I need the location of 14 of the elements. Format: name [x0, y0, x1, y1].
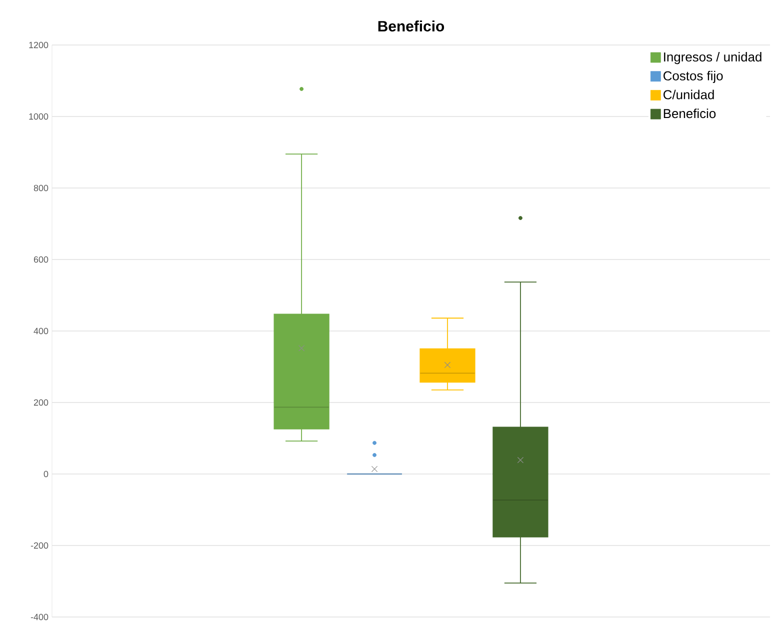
- y-tick-label: 1200: [29, 42, 48, 48]
- y-tick-label: -200: [30, 542, 48, 549]
- y-tick-label: 1000: [29, 113, 48, 120]
- legend-label: Beneficio: [664, 108, 716, 118]
- legend-label: Ingresos / unidad: [664, 52, 762, 64]
- y-tick-label: 600: [34, 256, 48, 263]
- legend-label: Costos fijo: [664, 70, 723, 83]
- y-tick-label: 0: [44, 470, 48, 478]
- y-tick-label: 200: [34, 399, 48, 406]
- legend-label: C/unidad: [664, 90, 714, 100]
- y-tick-label: -400: [30, 614, 48, 620]
- y-tick-label: 800: [34, 184, 48, 192]
- y-tick-label: 400: [34, 328, 48, 334]
- chart-title: Beneficio: [378, 20, 444, 32]
